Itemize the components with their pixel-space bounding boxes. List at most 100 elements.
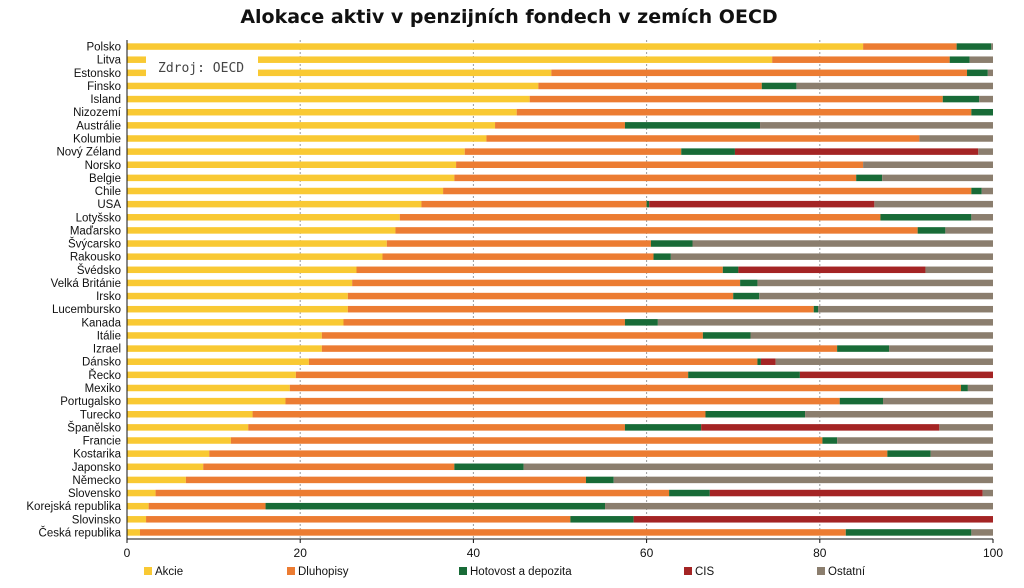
bar-italie-hotovost-a-depozita xyxy=(702,332,751,339)
x-tick-label-20: 20 xyxy=(294,546,308,560)
bar-slovinsko-cis xyxy=(633,516,993,523)
category-label-madarsko: Maďarsko xyxy=(70,225,121,237)
bar-korejska-republika-dluhopisy xyxy=(148,502,266,510)
bar-australie-ostatni xyxy=(760,122,993,129)
category-label-japonsko: Japonsko xyxy=(72,462,121,474)
bar-korejska-republika-hotovost-a-depozita xyxy=(265,502,606,510)
bar-ceska-republika-hotovost-a-depozita xyxy=(845,529,972,536)
bar-nemecko-dluhopisy xyxy=(185,476,586,484)
category-label-finsko: Finsko xyxy=(87,81,121,93)
bar-australie-hotovost-a-depozita xyxy=(624,122,761,129)
category-label-slovinsko: Slovinsko xyxy=(72,514,121,526)
bar-japonsko-dluhopisy xyxy=(203,463,455,471)
bar-australie-dluhopisy xyxy=(495,122,625,129)
bar-ceska-republika-ostatni xyxy=(971,529,993,536)
category-label-island: Island xyxy=(90,94,121,106)
bar-lucembursko-akcie xyxy=(127,305,348,313)
category-label-svedsko: Švédsko xyxy=(77,264,121,277)
category-label-dansko: Dánsko xyxy=(82,357,121,369)
x-tick-label-60: 60 xyxy=(640,546,654,560)
category-label-portugalsko: Portugalsko xyxy=(60,396,121,408)
category-label-korejska-republika: Korejská republika xyxy=(26,501,121,513)
bar-usa-cis xyxy=(649,200,875,208)
bar-usa-akcie xyxy=(127,200,422,208)
bar-rakousko-ostatni xyxy=(670,253,993,260)
bar-turecko-dluhopisy xyxy=(252,411,706,418)
bar-velka-britanie-hotovost-a-depozita xyxy=(740,279,758,287)
bar-finsko-dluhopisy xyxy=(538,82,762,90)
bar-madarsko-dluhopisy xyxy=(395,227,918,234)
bar-portugalsko-akcie xyxy=(127,397,286,405)
category-label-mexiko: Mexiko xyxy=(85,383,121,395)
bar-nemecko-hotovost-a-depozita xyxy=(585,476,614,484)
bar-irsko-akcie xyxy=(127,292,348,300)
bar-slovinsko-dluhopisy xyxy=(146,516,571,523)
bar-australie-akcie xyxy=(127,122,496,129)
category-label-kostarika: Kostarika xyxy=(73,449,122,461)
bar-nizozemi-akcie xyxy=(127,108,517,116)
bar-norsko-dluhopisy xyxy=(456,161,864,168)
category-label-svycarsko: Švýcarsko xyxy=(68,238,121,251)
source-note-background xyxy=(146,56,258,78)
bar-slovensko-cis xyxy=(709,489,983,497)
category-labels: PolskoLitvaEstonskoFinskoIslandNizozemíA… xyxy=(26,42,121,540)
bar-svedsko-dluhopisy xyxy=(356,266,723,274)
bar-kanada-akcie xyxy=(127,319,344,326)
bar-spanelsko-cis xyxy=(701,424,940,431)
bar-spanelsko-hotovost-a-depozita xyxy=(624,424,702,431)
x-tick-label-0: 0 xyxy=(124,546,131,560)
bar-chile-hotovost-a-depozita xyxy=(971,187,982,195)
bar-spanelsko-akcie xyxy=(127,424,249,431)
bar-nemecko-akcie xyxy=(127,476,186,484)
bar-portugalsko-hotovost-a-depozita xyxy=(839,397,884,405)
bar-norsko-ostatni xyxy=(863,161,993,168)
bar-belgie-ostatni xyxy=(882,174,993,182)
bar-estonsko-hotovost-a-depozita xyxy=(967,69,988,77)
bar-turecko-akcie xyxy=(127,411,253,418)
bar-recko-cis xyxy=(799,371,993,379)
bar-polsko-dluhopisy xyxy=(863,43,957,50)
bar-slovensko-hotovost-a-depozita xyxy=(669,489,710,497)
bar-velka-britanie-dluhopisy xyxy=(352,279,741,287)
bar-novy-zeland-dluhopisy xyxy=(464,148,682,155)
source-note: Zdroj: OECD xyxy=(146,56,258,78)
bar-finsko-ostatni xyxy=(796,82,993,90)
bar-kanada-dluhopisy xyxy=(343,319,625,326)
bars xyxy=(127,43,993,536)
legend-swatch-hotovost-a-depozita xyxy=(459,567,467,575)
bar-litva-ostatni xyxy=(969,56,993,63)
bar-novy-zeland-akcie xyxy=(127,148,465,155)
x-tick-label-40: 40 xyxy=(467,546,481,560)
bar-velka-britanie-ostatni xyxy=(757,279,993,287)
category-label-velka-britanie: Velká Británie xyxy=(51,278,121,290)
bar-francie-dluhopisy xyxy=(230,437,823,444)
bar-italie-dluhopisy xyxy=(321,332,703,339)
bar-turecko-hotovost-a-depozita xyxy=(705,411,806,418)
chart-title: Alokace aktiv v penzijních fondech v zem… xyxy=(240,6,777,28)
bar-francie-hotovost-a-depozita xyxy=(822,437,838,444)
bar-slovensko-ostatni xyxy=(982,489,993,497)
bar-usa-dluhopisy xyxy=(421,200,647,208)
category-label-ceska-republika: Česká republika xyxy=(39,526,122,539)
bar-usa-ostatni xyxy=(874,200,993,208)
bar-novy-zeland-cis xyxy=(734,148,979,155)
legend-swatch-ostatni xyxy=(817,567,825,575)
bar-kanada-hotovost-a-depozita xyxy=(624,319,658,326)
bar-belgie-hotovost-a-depozita xyxy=(856,174,883,182)
bar-dansko-dluhopisy xyxy=(308,358,758,365)
bar-island-dluhopisy xyxy=(529,95,943,103)
bar-francie-akcie xyxy=(127,437,231,444)
category-label-francie: Francie xyxy=(83,436,121,448)
bar-lucembursko-hotovost-a-depozita xyxy=(813,305,819,313)
bar-nizozemi-hotovost-a-depozita xyxy=(971,108,993,116)
bar-rakousko-dluhopisy xyxy=(382,253,654,260)
category-label-litva: Litva xyxy=(97,55,122,67)
bar-izrael-akcie xyxy=(127,345,322,352)
bar-recko-hotovost-a-depozita xyxy=(688,371,800,379)
bar-mexiko-hotovost-a-depozita xyxy=(960,384,968,392)
bar-ceska-republika-dluhopisy xyxy=(139,529,846,536)
bar-kanada-ostatni xyxy=(657,319,993,326)
bar-portugalsko-ostatni xyxy=(883,397,993,405)
bar-nizozemi-dluhopisy xyxy=(516,108,972,116)
